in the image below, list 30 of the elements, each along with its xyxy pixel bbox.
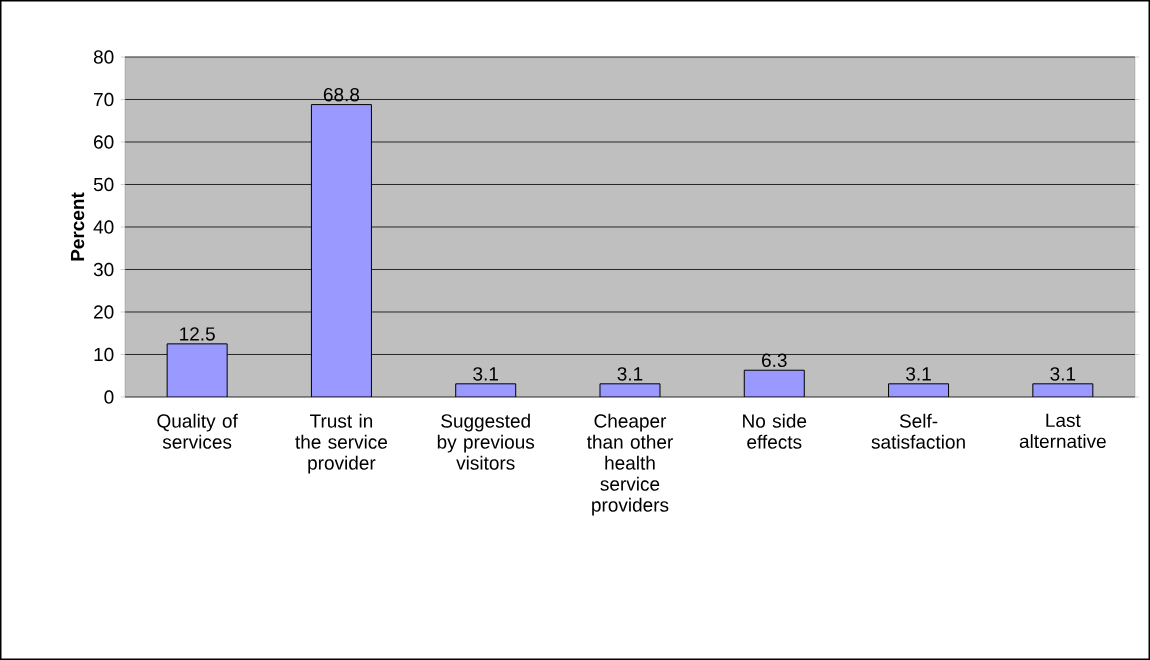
y-axis-title: Percent [70,192,85,261]
x-tick-label: Suggested by previous visitors [437,413,535,470]
x-tick-label: Trust in the service provider [295,413,388,474]
x-tick-label: Self-satisfaction [871,413,965,449]
data-label: 6.3 [762,353,787,368]
y-tick-label: 20 [94,305,114,319]
bar [1032,383,1094,397]
x-tick-label: Last alternative [1019,413,1106,449]
x-tick-label: Quality of services [157,413,238,449]
bar [888,383,949,397]
x-tick-label: Cheaper than other health service providers [586,413,673,516]
data-label: 12.5 [180,327,215,341]
bar [166,343,228,397]
data-label: 68.8 [323,87,360,102]
y-tick-label: 50 [93,177,114,192]
y-tick-label: 80 [93,50,114,64]
x-tick-label: No side effects [743,413,807,449]
y-tick-label: 10 [94,347,114,362]
data-label: 3.1 [473,367,498,381]
y-tick-label: 60 [94,135,114,149]
data-label: 3.1 [906,367,931,381]
y-tick-label: 0 [104,390,114,404]
bar [310,104,372,397]
data-label: 3.1 [617,367,643,381]
y-tick-label: 70 [94,92,114,107]
data-label: 3.1 [1050,367,1076,381]
bar [455,383,516,397]
bar [743,369,805,397]
y-tick-label: 40 [93,220,114,234]
y-tick-label: 30 [93,262,114,277]
